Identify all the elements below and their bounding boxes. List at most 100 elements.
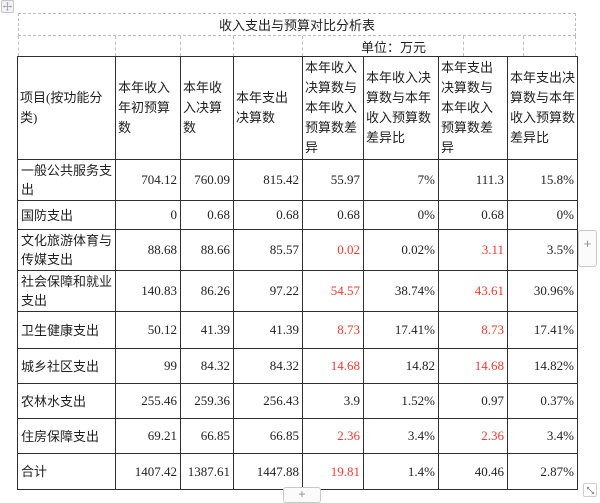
value-cell[interactable]: 66.85 xyxy=(233,418,303,454)
table-title[interactable]: 收入支出与预算对比分析表 xyxy=(218,18,375,33)
value-cell[interactable]: 3.9 xyxy=(302,383,364,419)
value-cell[interactable]: 0.02% xyxy=(363,229,439,271)
value-cell[interactable]: 1387.61 xyxy=(180,453,234,490)
header-cell[interactable]: 本年收入决算数与本年收入预算数差异 xyxy=(302,56,364,160)
value-cell[interactable]: 40.46 xyxy=(438,453,508,490)
value-cell[interactable]: 84.32 xyxy=(233,348,303,384)
value-cell[interactable]: 0.68 xyxy=(438,200,508,230)
grid-cell[interactable] xyxy=(234,36,303,56)
row-label-cell[interactable]: 一般公共服务支出 xyxy=(17,159,116,201)
value-cell[interactable]: 88.68 xyxy=(115,229,181,271)
value-cell[interactable]: 17.41% xyxy=(507,311,578,349)
table-move-handle[interactable] xyxy=(1,0,14,13)
row-label-cell[interactable]: 合计 xyxy=(17,453,116,490)
value-cell[interactable]: 14.82 xyxy=(363,348,439,384)
value-cell[interactable]: 7% xyxy=(363,159,439,201)
value-cell[interactable]: 1.4% xyxy=(363,453,439,490)
unit-label-cell[interactable]: 单位：万元 xyxy=(303,36,464,56)
value-cell[interactable]: 14.82% xyxy=(507,348,578,384)
value-cell[interactable]: 3.5% xyxy=(507,229,578,271)
row-label-cell[interactable]: 国防支出 xyxy=(17,200,116,230)
value-cell[interactable]: 0.97 xyxy=(438,383,508,419)
value-cell[interactable]: 815.42 xyxy=(233,159,303,201)
value-cell[interactable]: 41.39 xyxy=(180,311,234,349)
value-cell[interactable]: 1447.88 xyxy=(233,453,303,490)
value-cell[interactable]: 17.41% xyxy=(363,311,439,349)
table-row: 卫生健康支出 50.12 41.39 41.39 8.73 17.41% 8.7… xyxy=(17,311,578,349)
table-row: 文化旅游体育与传媒支出 88.68 88.66 85.57 0.02 0.02%… xyxy=(17,229,578,271)
value-cell[interactable]: 0.68 xyxy=(302,200,364,230)
value-cell[interactable]: 1.52% xyxy=(363,383,439,419)
row-label-cell[interactable]: 卫生健康支出 xyxy=(17,311,116,349)
value-cell[interactable]: 41.39 xyxy=(233,311,303,349)
table-row: 社会保障和就业支出 140.83 86.26 97.22 54.57 38.74… xyxy=(17,270,578,312)
value-cell[interactable]: 0.37% xyxy=(507,383,578,419)
value-cell[interactable]: 8.73 xyxy=(438,311,508,349)
row-label-cell[interactable]: 文化旅游体育与传媒支出 xyxy=(17,229,116,271)
value-cell[interactable]: 14.68 xyxy=(438,348,508,384)
value-cell[interactable]: 0.68 xyxy=(233,200,303,230)
value-cell[interactable]: 30.96% xyxy=(507,270,578,312)
value-cell[interactable]: 38.74% xyxy=(363,270,439,312)
table-row: 住房保障支出 69.21 66.85 66.85 2.36 3.4% 2.36 … xyxy=(17,418,578,454)
value-cell[interactable]: 86.26 xyxy=(180,270,234,312)
grid-cell[interactable] xyxy=(116,36,181,56)
header-cell[interactable]: 本年支出决算数与本年收入预算数差异 xyxy=(438,56,508,160)
value-cell[interactable]: 55.97 xyxy=(302,159,364,201)
diagonal-resize-icon xyxy=(586,486,595,495)
value-cell[interactable]: 0.02 xyxy=(302,229,364,271)
value-cell[interactable]: 85.57 xyxy=(233,229,303,271)
row-label-cell[interactable]: 城乡社区支出 xyxy=(17,348,116,384)
value-cell[interactable]: 704.12 xyxy=(115,159,181,201)
grid-cell[interactable] xyxy=(464,36,524,56)
value-cell[interactable]: 14.68 xyxy=(302,348,364,384)
grid-cell[interactable] xyxy=(19,36,116,56)
value-cell[interactable]: 3.4% xyxy=(363,418,439,454)
header-cell[interactable]: 项目(按功能分类) xyxy=(17,56,116,160)
value-cell[interactable]: 15.8% xyxy=(507,159,578,201)
table-row: 城乡社区支出 99 84.32 84.32 14.68 14.82 14.68 … xyxy=(17,348,578,384)
value-cell[interactable]: 19.81 xyxy=(302,453,364,490)
value-cell[interactable]: 1407.42 xyxy=(115,453,181,490)
value-cell[interactable]: 84.32 xyxy=(180,348,234,384)
value-cell[interactable]: 111.3 xyxy=(438,159,508,201)
value-cell[interactable]: 255.46 xyxy=(115,383,181,419)
value-cell[interactable]: 88.66 xyxy=(180,229,234,271)
value-cell[interactable]: 2.36 xyxy=(302,418,364,454)
value-cell[interactable]: 50.12 xyxy=(115,311,181,349)
header-row: 项目(按功能分类) 本年收入年初预算数 本年收入决算数 本年支出决算数 本年收入… xyxy=(17,56,578,160)
header-cell[interactable]: 本年支出决算数与本年收入预算数差异比 xyxy=(507,56,578,160)
table-resize-handle[interactable] xyxy=(583,483,597,497)
value-cell[interactable]: 259.36 xyxy=(180,383,234,419)
value-cell[interactable]: 256.43 xyxy=(233,383,303,419)
grid-cell[interactable] xyxy=(181,36,234,56)
value-cell[interactable]: 3.11 xyxy=(438,229,508,271)
header-cell[interactable]: 本年支出决算数 xyxy=(233,56,303,160)
value-cell[interactable]: 97.22 xyxy=(233,270,303,312)
value-cell[interactable]: 2.36 xyxy=(438,418,508,454)
value-cell[interactable]: 140.83 xyxy=(115,270,181,312)
header-cell[interactable]: 本年收入年初预算数 xyxy=(115,56,181,160)
insert-column-button[interactable]: + xyxy=(578,230,597,267)
row-label-cell[interactable]: 社会保障和就业支出 xyxy=(17,270,116,312)
header-cell[interactable]: 本年收入决算数与本年收入预算数差异比 xyxy=(363,56,439,160)
value-cell[interactable]: 8.73 xyxy=(302,311,364,349)
value-cell[interactable]: 0.68 xyxy=(180,200,234,230)
value-cell[interactable]: 66.85 xyxy=(180,418,234,454)
value-cell[interactable]: 2.87% xyxy=(507,453,578,490)
value-cell[interactable]: 0% xyxy=(363,200,439,230)
header-cell[interactable]: 本年收入决算数 xyxy=(180,56,234,160)
value-cell[interactable]: 54.57 xyxy=(302,270,364,312)
plus-icon: + xyxy=(298,487,306,501)
value-cell[interactable]: 43.61 xyxy=(438,270,508,312)
value-cell[interactable]: 0% xyxy=(507,200,578,230)
grid-cell[interactable] xyxy=(524,36,578,56)
row-label-cell[interactable]: 农林水支出 xyxy=(17,383,116,419)
value-cell[interactable]: 99 xyxy=(115,348,181,384)
row-label-cell[interactable]: 住房保障支出 xyxy=(17,418,116,454)
value-cell[interactable]: 3.4% xyxy=(507,418,578,454)
value-cell[interactable]: 69.21 xyxy=(115,418,181,454)
insert-row-button[interactable]: + xyxy=(283,487,321,503)
value-cell[interactable]: 0 xyxy=(115,200,181,230)
value-cell[interactable]: 760.09 xyxy=(180,159,234,201)
